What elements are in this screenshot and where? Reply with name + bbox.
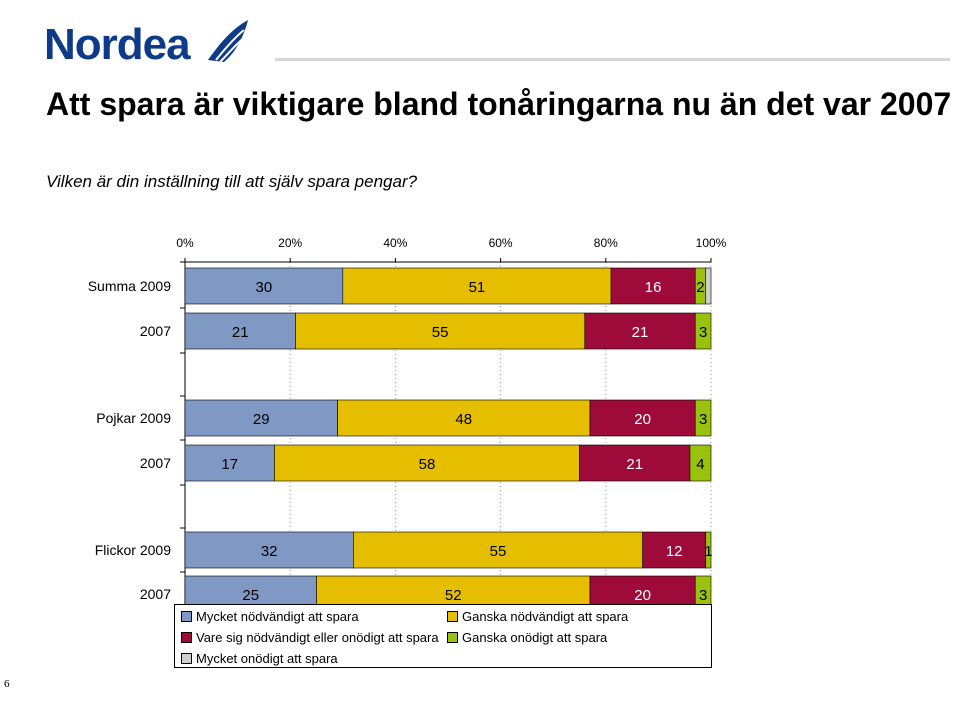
legend-item: Vare sig nödvändigt eller onödigt att sp… — [181, 630, 439, 645]
x-tick-label: 40% — [383, 236, 407, 250]
data-label: 32 — [261, 543, 278, 560]
legend-swatch — [447, 632, 458, 643]
bar-segment — [642, 531, 707, 569]
data-label: 3 — [699, 324, 707, 341]
page-title: Att spara är viktigare bland tonåringarn… — [46, 86, 952, 122]
data-label: 21 — [632, 324, 649, 341]
header-rule — [275, 58, 950, 61]
legend-swatch — [181, 653, 192, 664]
data-label: 1 — [704, 543, 712, 560]
data-label: 2 — [696, 279, 704, 296]
bar-segment — [705, 267, 712, 305]
bar-segment — [274, 444, 580, 482]
sail-icon — [208, 20, 248, 63]
data-label: 48 — [455, 411, 472, 428]
bar-segment — [610, 267, 696, 305]
legend-label: Ganska onödigt att spara — [462, 630, 608, 645]
data-label: 51 — [469, 279, 486, 296]
data-label: 25 — [242, 587, 259, 604]
question-subtitle: Vilken är din inställning till att själv… — [46, 172, 418, 191]
legend-label: Mycket onödigt att spara — [196, 651, 338, 666]
bar-segment — [705, 531, 712, 569]
data-label: 21 — [232, 324, 249, 341]
legend-label: Mycket nödvändigt att spara — [196, 609, 359, 624]
category-label: Summa 2009 — [88, 278, 171, 294]
bar-segment — [337, 399, 591, 437]
data-label: 3 — [699, 411, 707, 428]
legend-item: Mycket onödigt att spara — [181, 651, 338, 666]
x-tick-label: 20% — [278, 236, 302, 250]
x-tick-label: 100% — [696, 236, 727, 250]
bar-segment — [184, 444, 275, 482]
x-tick-label: 0% — [176, 236, 194, 250]
data-label: 30 — [256, 279, 273, 296]
page-number: 6 — [4, 678, 10, 690]
legend-label: Ganska nödvändigt att spara — [462, 609, 629, 624]
legend-swatch — [181, 632, 192, 643]
data-label: 12 — [666, 543, 683, 560]
data-label: 21 — [626, 456, 643, 473]
data-label: 52 — [445, 587, 462, 604]
legend-item: Ganska onödigt att spara — [447, 630, 607, 645]
bar-segment — [694, 399, 712, 437]
data-label: 20 — [634, 411, 651, 428]
category-label: Pojkar 2009 — [96, 410, 171, 426]
category-label: 2007 — [140, 323, 171, 339]
data-label: 3 — [699, 587, 707, 604]
bar-segment — [584, 312, 696, 350]
x-tick-label: 60% — [489, 236, 513, 250]
bar-segment — [184, 312, 296, 350]
data-label: 58 — [419, 456, 436, 473]
x-tick-label: 80% — [594, 236, 618, 250]
bar-segment — [342, 267, 612, 305]
data-label: 4 — [696, 456, 704, 473]
bar-segment — [184, 267, 344, 305]
logo-text: Nordea — [44, 20, 191, 69]
data-label: 55 — [432, 324, 449, 341]
data-label: 17 — [221, 456, 238, 473]
legend-item: Mycket nödvändigt att spara — [181, 609, 359, 624]
data-label: 29 — [253, 411, 270, 428]
bar-segment — [694, 312, 712, 350]
category-label: Flickor 2009 — [95, 542, 171, 558]
data-label: 16 — [645, 279, 662, 296]
legend-label: Vare sig nödvändigt eller onödigt att sp… — [196, 630, 439, 645]
bar-segment — [184, 399, 338, 437]
bar-segment — [184, 531, 354, 569]
bar-segment — [579, 444, 691, 482]
nordea-logo: Nordea — [44, 18, 254, 69]
legend-swatch — [447, 611, 458, 622]
category-label: 2007 — [140, 455, 171, 471]
chart-legend: Mycket nödvändigt att spara Ganska nödvä… — [174, 604, 712, 668]
category-label: 2007 — [140, 586, 171, 602]
data-label: 55 — [490, 543, 507, 560]
bar-segment — [353, 531, 643, 569]
legend-swatch — [181, 611, 192, 622]
bar-segment — [295, 312, 586, 350]
bar-segment — [689, 444, 712, 482]
legend-item: Ganska nödvändigt att spara — [447, 609, 628, 624]
data-label: 20 — [634, 587, 651, 604]
